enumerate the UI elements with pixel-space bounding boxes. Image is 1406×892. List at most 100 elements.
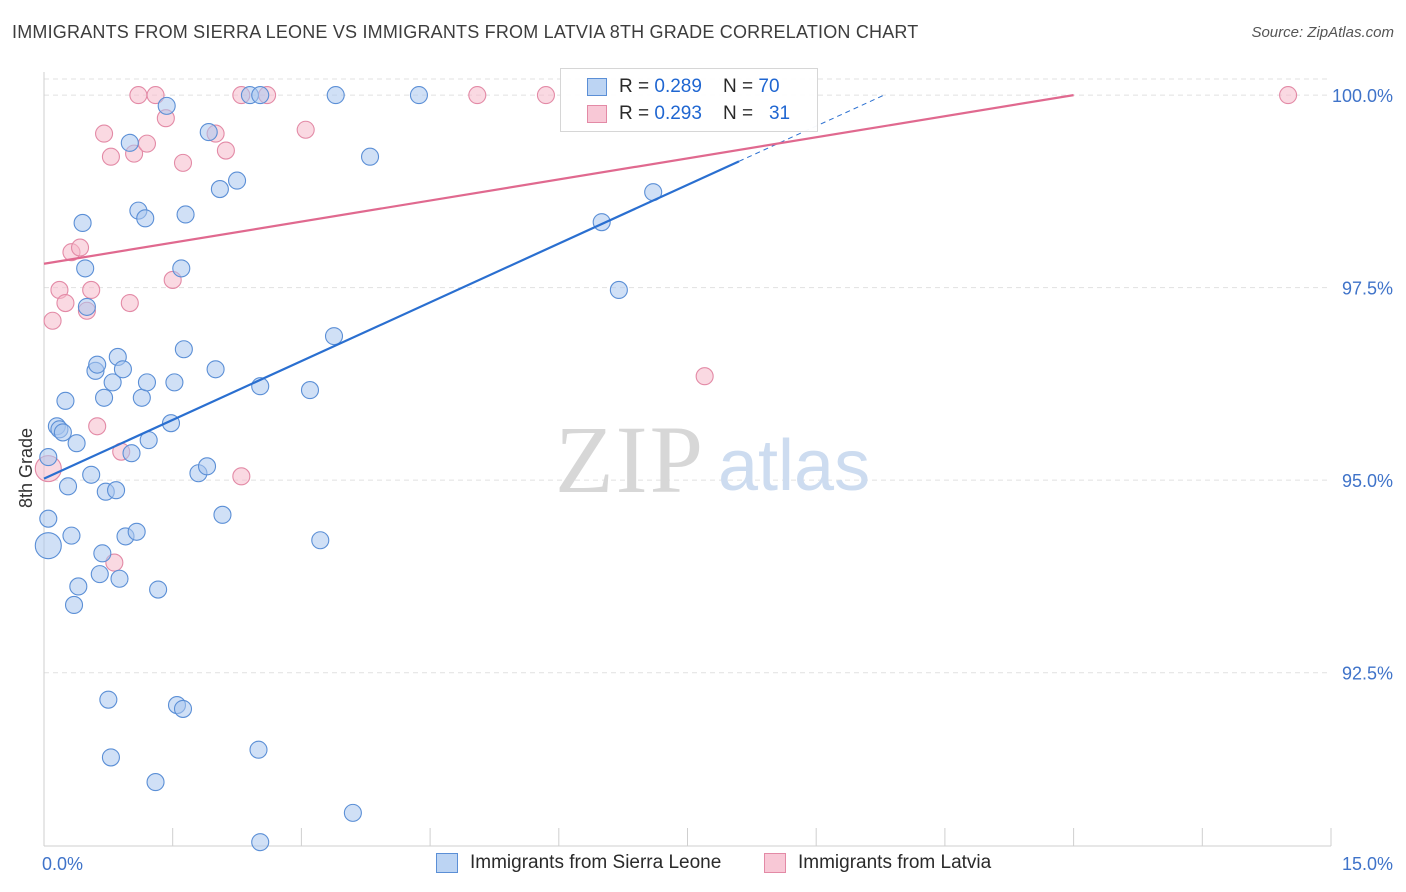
sierra-leone-points <box>34 86 663 852</box>
watermark-zip: ZIP <box>555 406 705 513</box>
data-point <box>326 86 345 105</box>
legend-r-value: 0.289 <box>654 76 702 97</box>
data-point <box>105 553 124 572</box>
data-point <box>101 748 120 767</box>
bottom-legend-label-pink: Immigrants from Latvia <box>798 852 992 873</box>
data-point <box>64 595 84 614</box>
bottom-legend-swatch-blue <box>436 853 458 873</box>
data-point <box>58 477 78 496</box>
data-point <box>90 565 109 584</box>
data-point <box>39 509 58 528</box>
legend-n-value: 31 <box>768 103 791 124</box>
data-point <box>62 526 81 545</box>
data-point <box>73 213 92 232</box>
data-point <box>113 360 132 379</box>
legend-n-label: N = <box>723 76 759 97</box>
watermark: ZIP atlas <box>555 406 870 513</box>
data-point <box>216 141 235 160</box>
data-point <box>210 180 229 199</box>
data-point <box>82 465 101 484</box>
watermark-atlas: atlas <box>718 426 870 506</box>
data-point <box>69 577 88 596</box>
data-point <box>249 740 268 759</box>
data-point <box>53 423 72 442</box>
legend-n-label: N = <box>723 103 759 124</box>
data-point <box>95 124 114 143</box>
legend-n-value: 70 <box>758 76 780 97</box>
data-point <box>107 481 126 500</box>
legend-r-label: R = <box>619 103 655 124</box>
y-tick-label: 97.5% <box>1342 279 1393 299</box>
data-point <box>206 360 225 379</box>
data-point <box>536 86 555 105</box>
data-point <box>122 444 141 463</box>
data-point <box>173 153 193 172</box>
data-point <box>101 147 120 166</box>
data-point <box>232 467 251 486</box>
legend-swatch-blue <box>587 78 607 96</box>
data-point <box>251 833 270 852</box>
data-point <box>77 297 96 316</box>
y-axis-label: 8th Grade <box>16 428 36 508</box>
data-point <box>146 773 165 792</box>
data-point <box>609 280 628 300</box>
data-point <box>39 448 58 467</box>
data-point <box>324 327 344 346</box>
data-point <box>1279 86 1298 105</box>
data-point <box>110 569 129 588</box>
data-point <box>695 367 714 386</box>
data-point <box>56 293 75 313</box>
data-point <box>76 259 95 278</box>
data-point <box>251 86 270 105</box>
chart-title: IMMIGRANTS FROM SIERRA LEONE VS IMMIGRAN… <box>12 22 919 42</box>
data-point <box>103 373 122 392</box>
data-point <box>311 531 330 550</box>
data-point <box>173 699 193 718</box>
data-point <box>129 86 148 105</box>
data-point <box>82 280 101 300</box>
legend-r-value: 0.293 <box>654 103 702 124</box>
data-point <box>360 147 380 166</box>
data-point <box>137 373 157 392</box>
data-point <box>95 388 114 407</box>
data-point <box>165 373 184 392</box>
y-tick-label: 100.0% <box>1332 86 1393 106</box>
data-point <box>137 134 157 153</box>
y-tick-label: 95.0% <box>1342 471 1393 491</box>
data-point <box>120 293 139 313</box>
trend-line-sierra-leone <box>43 160 740 480</box>
data-point <box>132 388 151 407</box>
data-point <box>67 434 86 453</box>
data-point <box>99 690 118 709</box>
correlation-legend: R = 0.289 N = 70 R = 0.293 N = 31 <box>560 68 818 132</box>
data-point <box>93 544 112 563</box>
data-point <box>149 580 168 599</box>
data-point <box>296 120 315 139</box>
data-point <box>343 803 362 822</box>
bottom-legend-label-blue: Immigrants from Sierra Leone <box>470 852 722 873</box>
trend-lines <box>43 94 1074 480</box>
data-point <box>70 238 90 257</box>
data-point <box>127 522 146 541</box>
bottom-legend-swatch-pink <box>764 853 786 873</box>
data-point <box>468 86 487 105</box>
data-point <box>43 311 62 330</box>
data-point <box>172 259 191 278</box>
data-point <box>34 532 62 560</box>
data-point <box>56 391 75 410</box>
data-point <box>88 355 107 374</box>
data-point <box>197 457 217 476</box>
grid-layer <box>44 78 1331 674</box>
x-tick-label: 0.0% <box>42 854 83 874</box>
x-tick-label: 15.0% <box>1342 854 1393 874</box>
data-point <box>174 340 193 359</box>
data-point <box>176 205 195 224</box>
data-point <box>136 209 155 228</box>
data-point <box>157 96 176 115</box>
data-point <box>213 505 232 524</box>
trend-line-latvia <box>43 94 1074 265</box>
y-tick-label: 92.5% <box>1342 664 1393 684</box>
data-point <box>199 123 218 142</box>
data-point <box>88 417 107 436</box>
